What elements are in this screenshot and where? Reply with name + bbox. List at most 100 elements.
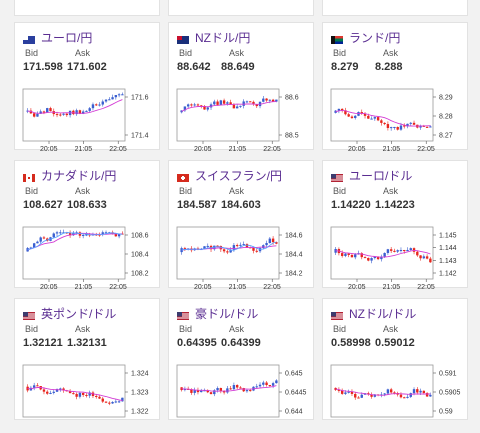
candle [409, 393, 412, 397]
candle [380, 256, 383, 260]
y-tick-label: 1.324 [131, 371, 149, 378]
plot-area [22, 364, 126, 418]
candle [190, 104, 193, 106]
rate-card[interactable]: カナダドル/円 Bid Ask 108.627 108.633 108.6 108.4 108… [14, 160, 160, 291]
candle [416, 389, 419, 393]
x-tick-label: 21:05 [75, 146, 93, 153]
candle [235, 106, 239, 109]
candle [101, 101, 104, 105]
rate-card[interactable]: ランド/円 Bid Ask 8.279 8.288 8.29 8.28 8.27 20:05 21… [322, 22, 468, 153]
candle [52, 391, 55, 393]
moving-average-line [27, 99, 123, 114]
y-tick-label: 171.4 [131, 133, 149, 140]
rate-card[interactable]: NZドル/円 Bid Ask 88.642 88.649 88.6 88.5 20:05 21:… [168, 22, 314, 153]
candle [347, 114, 350, 117]
y-tick-label: 108.6 [131, 233, 149, 240]
partial-card-2 [168, 0, 314, 16]
bid-value: 184.587 [177, 199, 217, 211]
candle [101, 398, 104, 402]
candle [344, 110, 347, 115]
candle [262, 382, 265, 385]
candle [255, 104, 258, 107]
candle [222, 249, 226, 252]
price-chart: 171.6 171.4 20:05 21:05 22:05 [22, 88, 149, 153]
candle [200, 390, 203, 393]
ask-label: Ask [229, 48, 245, 58]
x-tick-label: 22:05 [417, 284, 435, 291]
candle [81, 392, 85, 395]
candle [340, 108, 344, 111]
candle [245, 101, 249, 103]
candle [409, 122, 412, 124]
candle [42, 111, 46, 113]
candle [383, 252, 386, 257]
candle [386, 124, 390, 128]
candle [85, 110, 88, 112]
candle [226, 251, 229, 253]
currency-pair-title[interactable]: ユーロ/円 [41, 31, 93, 45]
candle [419, 255, 422, 259]
candle [108, 99, 111, 101]
price-chart: 1.145 1.144 1.143 1.142 20:05 21:05 22:05 [330, 226, 457, 291]
bid-value: 8.279 [331, 61, 359, 73]
candle [232, 245, 236, 250]
currency-pair-title[interactable]: 英ポンド/ドル [41, 307, 117, 321]
candle [393, 250, 396, 252]
candle [403, 397, 406, 399]
y-tick-label: 108.2 [131, 271, 149, 278]
candle [39, 237, 42, 242]
flag-icon [23, 169, 35, 182]
y-tick-label: 8.27 [439, 133, 453, 140]
candle [271, 383, 275, 386]
currency-pair-title[interactable]: NZドル/円 [195, 31, 251, 45]
candle [59, 114, 62, 116]
plot-area [176, 226, 280, 280]
candle [36, 113, 39, 117]
currency-pair-title[interactable]: スイスフラン/円 [195, 169, 282, 183]
ask-value: 0.64399 [221, 337, 261, 349]
candle [117, 233, 121, 237]
y-tick-label: 0.591 [439, 371, 457, 378]
currency-pair-title[interactable]: 豪ドル/ドル [195, 307, 259, 321]
candle [203, 246, 206, 250]
ask-label: Ask [75, 186, 91, 196]
partial-card-1 [14, 0, 160, 16]
rate-card[interactable]: ユーロ/ドル Bid Ask 1.14220 1.14223 1.145 1.144 1.14… [322, 160, 468, 291]
candle [399, 249, 403, 251]
candle [32, 243, 36, 248]
y-tick-label: 108.4 [131, 252, 149, 259]
currency-pair-title[interactable]: カナダドル/円 [41, 169, 117, 183]
candle [275, 99, 278, 102]
candle [65, 113, 69, 116]
candle [232, 104, 236, 109]
rate-card[interactable]: NZドル/ドル Bid Ask 0.58998 0.59012 0.591 0.5905 0.… [322, 298, 468, 420]
candle [389, 389, 393, 393]
candle [78, 110, 82, 114]
candle [78, 392, 82, 397]
candle [425, 256, 429, 259]
bid-value: 88.642 [177, 61, 211, 73]
ask-label: Ask [383, 48, 399, 58]
y-tick-label: 8.29 [439, 95, 453, 102]
rate-card[interactable]: スイスフラン/円 Bid Ask 184.587 184.603 184.6 184.4 18… [168, 160, 314, 291]
candle [367, 257, 370, 261]
rate-card[interactable]: 豪ドル/ドル Bid Ask 0.64395 0.64399 0.645 0.6445 0.6… [168, 298, 314, 420]
currency-pair-title[interactable]: ランド/円 [349, 31, 401, 45]
currency-pair-title[interactable]: NZドル/ドル [349, 307, 417, 321]
moving-average-line [335, 109, 431, 127]
candle [59, 388, 62, 390]
x-tick-label: 21:05 [75, 284, 93, 291]
rate-card[interactable]: ユーロ/円 Bid Ask 171.598 171.602 171.6 171.4 20:05… [14, 22, 160, 153]
ask-label: Ask [383, 324, 399, 334]
bid-value: 108.627 [23, 199, 63, 211]
moving-average-line [27, 232, 123, 251]
flag-icon [331, 31, 343, 44]
candle [196, 390, 200, 393]
currency-pair-title[interactable]: ユーロ/ドル [349, 169, 413, 183]
candle [117, 401, 121, 403]
candle [403, 125, 406, 127]
candle [380, 120, 383, 123]
candle [98, 396, 101, 399]
candle [213, 101, 216, 105]
rate-card[interactable]: 英ポンド/ドル Bid Ask 1.32121 1.32131 1.324 1.323 1.3… [14, 298, 160, 420]
